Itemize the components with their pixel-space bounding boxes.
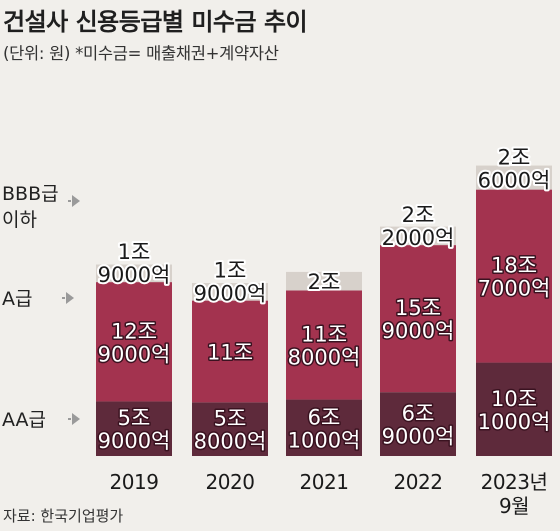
- data-label-aa-0-0: 5조: [118, 406, 151, 430]
- bar-segment-bbb-1: [192, 283, 268, 301]
- legend-arrow-tail-a: [62, 297, 65, 299]
- data-label-a-0-0: 12조: [111, 319, 157, 343]
- data-label-aa-4-0: 10조: [491, 387, 537, 411]
- x-tick-label-0-0: 2019: [110, 470, 159, 494]
- data-label-a-3-0: 15조: [395, 296, 441, 320]
- bar-segment-a-1: [192, 300, 268, 403]
- data-label-bbb-1-1: 9000억: [194, 282, 267, 306]
- legend-arrow-a: [66, 292, 74, 304]
- data-label-a-2-0: 11조: [301, 323, 347, 347]
- x-tick-label-1-0: 2020: [206, 470, 255, 494]
- bar-segment-a-4: [476, 189, 552, 363]
- legend-a: A급: [2, 288, 32, 310]
- data-label-bbb-0-0: 1조: [118, 240, 151, 264]
- data-label-bbb-4-1: 6000억: [478, 169, 551, 193]
- data-label-bbb-4-0: 2조: [498, 146, 531, 170]
- data-label-aa-1-1: 8000억: [194, 430, 267, 454]
- data-label-aa-3-0: 6조: [402, 402, 435, 426]
- bar-segment-bbb-0: [96, 264, 172, 283]
- legend-arrow-aa: [72, 413, 80, 425]
- legend-bbb-line2: 이하: [2, 209, 37, 231]
- bar-segment-bbb-4: [476, 165, 552, 190]
- bar-segment-aa-0: [96, 401, 172, 456]
- data-label-a-0-1: 9000억: [98, 342, 171, 366]
- data-label-a-4-0: 18조: [491, 254, 537, 278]
- data-label-bbb-1-0: 1조: [214, 259, 247, 283]
- data-label-aa-2-0: 6조: [308, 405, 341, 429]
- data-label-aa-2-1: 1000억: [288, 428, 361, 452]
- legend-bbb-line1: BBB급: [2, 183, 59, 205]
- data-label-a-1-0: 11조: [207, 340, 253, 364]
- data-label-a-2-1: 8000억: [288, 346, 361, 370]
- legend-arrow-tail-bbb: [68, 200, 71, 202]
- data-label-aa-1-0: 5조: [214, 407, 247, 431]
- data-label-bbb-0-1: 9000억: [98, 263, 171, 287]
- legend-aa: AA급: [2, 409, 46, 431]
- legend-arrow-bbb: [72, 195, 80, 207]
- chart-title: 건설사 신용등급별 미수금 추이: [3, 8, 308, 36]
- chart-subtitle: (단위: 원) *미수금= 매출채권+계약자산: [3, 44, 279, 63]
- x-tick-label-3-0: 2022: [394, 470, 443, 494]
- bar-segment-a-0: [96, 282, 172, 402]
- bar-segment-bbb-3: [380, 226, 456, 246]
- bar-segment-aa-2: [286, 399, 362, 456]
- source-note: 자료: 한국기업평가: [3, 507, 124, 525]
- bar-segment-bbb-2: [286, 271, 362, 291]
- data-label-bbb-2-0: 2조: [308, 270, 341, 294]
- x-tick-label-4-0: 2023년: [481, 470, 548, 494]
- bar-segment-aa-4: [476, 362, 552, 456]
- bar-segment-aa-3: [380, 392, 456, 456]
- bar-segment-a-3: [380, 245, 456, 393]
- bar-segment-a-2: [286, 290, 362, 400]
- bar-segment-aa-1: [192, 402, 268, 456]
- data-label-a-4-1: 7000억: [478, 277, 551, 301]
- x-tick-label-2-0: 2021: [300, 470, 349, 494]
- data-label-bbb-3-0: 2조: [402, 203, 435, 227]
- legend-arrow-tail-aa: [68, 418, 71, 420]
- data-label-bbb-3-1: 2000억: [382, 226, 455, 250]
- data-label-aa-4-1: 1000억: [478, 410, 551, 434]
- data-label-a-3-1: 9000억: [382, 319, 455, 343]
- x-tick-label-4-1: 9월: [499, 494, 529, 518]
- data-label-aa-3-1: 9000억: [382, 425, 455, 449]
- data-label-aa-0-1: 9000억: [98, 429, 171, 453]
